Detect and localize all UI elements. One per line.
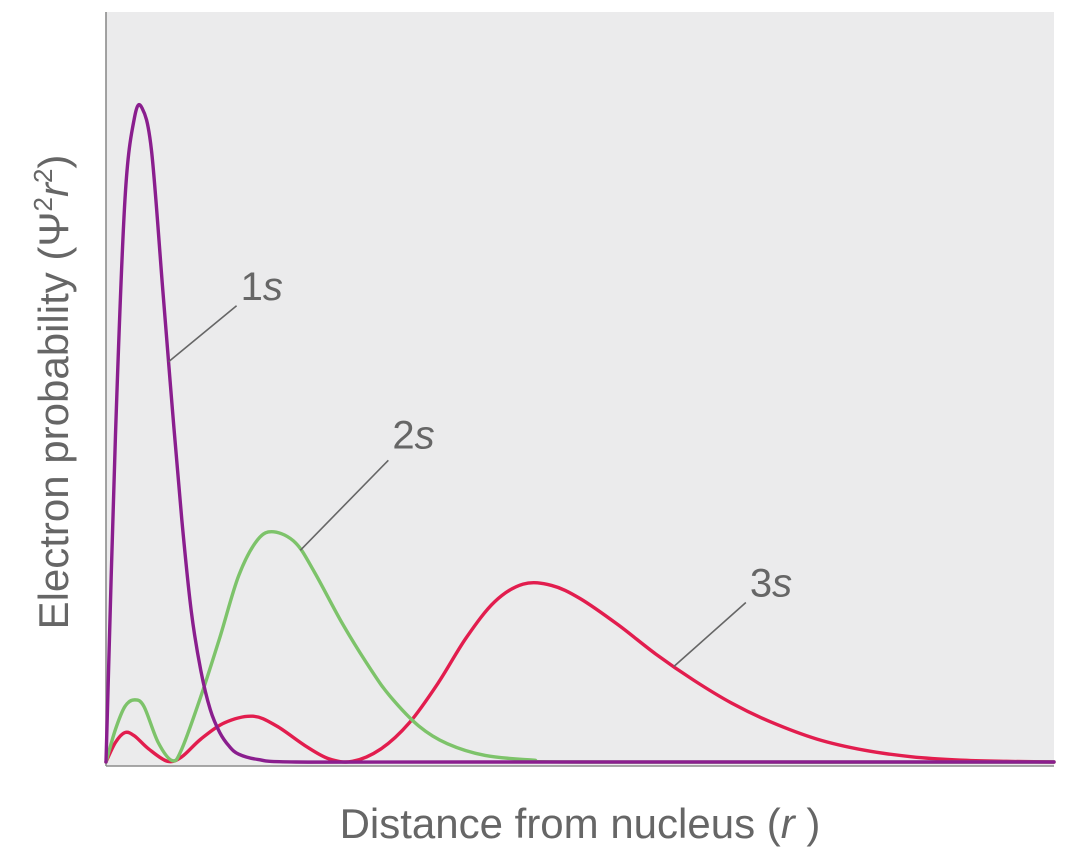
series-3s-label: 3s bbox=[750, 562, 792, 606]
series-3s-label-letter: s bbox=[772, 562, 792, 606]
series-2s-line bbox=[104, 529, 1056, 764]
y-axis-title-variable: r bbox=[30, 181, 77, 197]
series-3s-label-number: 3 bbox=[750, 562, 772, 606]
series-1s-label: 1s bbox=[241, 265, 283, 309]
series-2s-label: 2s bbox=[392, 413, 434, 457]
y-axis-title-superscript-2: 2 bbox=[28, 169, 58, 183]
series-2s-leader-line bbox=[299, 459, 389, 551]
series-2s-label-letter: s bbox=[415, 413, 435, 457]
series-2s-label-number: 2 bbox=[392, 413, 414, 457]
x-axis-title-suffix: ) bbox=[795, 800, 821, 847]
plot-background bbox=[106, 12, 1054, 766]
series-layer bbox=[104, 102, 1056, 764]
x-axis-title: Distance from nucleus (r ) bbox=[340, 800, 821, 847]
y-axis-title-prefix: Electron probability (Ψ bbox=[30, 212, 77, 630]
y-axis-title-suffix: ) bbox=[30, 155, 77, 169]
series-1s-line bbox=[104, 102, 1056, 764]
y-axis-title-group: Electron probability (Ψ2r2) bbox=[28, 155, 77, 630]
x-axis-title-variable: r bbox=[781, 800, 797, 847]
series-1s-leader-line bbox=[168, 305, 238, 363]
series-1s-label-number: 1 bbox=[241, 265, 263, 309]
series-3s-leader-line bbox=[673, 601, 747, 668]
x-axis-title-prefix: Distance from nucleus ( bbox=[340, 800, 781, 847]
y-axis-title-superscript-1: 2 bbox=[28, 197, 58, 211]
series-1s-label-letter: s bbox=[263, 265, 283, 309]
y-axis-title: Electron probability (Ψ2r2) bbox=[28, 155, 77, 630]
